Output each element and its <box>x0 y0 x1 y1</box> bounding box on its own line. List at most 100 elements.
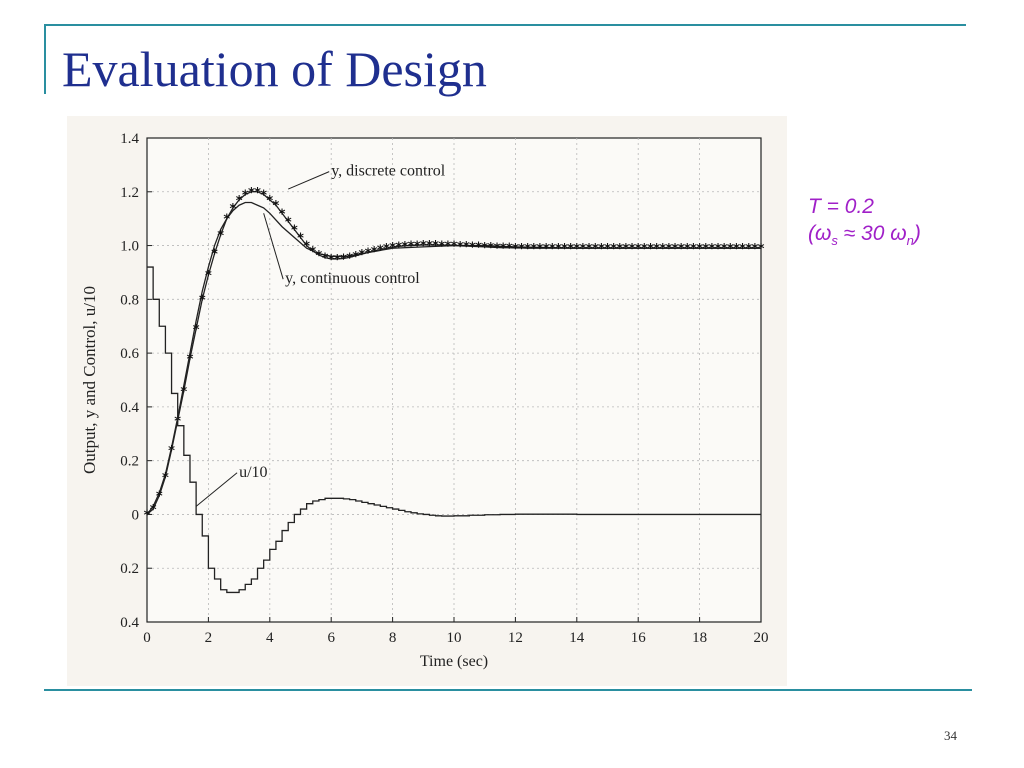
data-marker: * <box>279 207 286 222</box>
data-marker: * <box>254 186 261 201</box>
data-marker: * <box>420 239 427 254</box>
y-tick-label: 0.8 <box>120 292 139 308</box>
data-marker: * <box>758 242 765 257</box>
x-tick-label: 14 <box>569 630 585 646</box>
x-tick-label: 4 <box>266 630 274 646</box>
data-marker: * <box>205 269 212 284</box>
data-marker: * <box>150 503 157 518</box>
data-marker: * <box>377 244 384 259</box>
data-marker: * <box>696 242 703 257</box>
series-line <box>147 266 761 594</box>
data-marker: * <box>365 247 372 262</box>
data-marker: * <box>604 242 611 257</box>
data-marker: * <box>285 215 292 230</box>
y-tick-label: 0.2 <box>120 561 139 577</box>
y-tick-label: 0.2 <box>120 454 139 470</box>
y-tick-label: 1.2 <box>120 185 139 201</box>
data-marker: * <box>316 249 323 264</box>
omega-s-subscript: s <box>831 233 838 249</box>
approx-text: ≈ 30 <box>837 221 891 245</box>
data-marker: * <box>408 240 415 255</box>
data-marker: * <box>395 240 402 255</box>
data-marker: * <box>266 194 273 209</box>
data-marker: * <box>733 242 740 257</box>
data-marker: * <box>248 186 255 201</box>
data-marker: * <box>555 242 562 257</box>
annotation-label: y, continuous control <box>285 270 420 287</box>
data-marker: * <box>481 241 488 256</box>
data-marker: * <box>635 242 642 257</box>
x-tick-label: 0 <box>143 630 151 646</box>
data-marker: * <box>530 242 537 257</box>
data-marker: * <box>623 242 630 257</box>
data-marker: * <box>358 248 365 263</box>
data-marker: * <box>303 240 310 255</box>
x-tick-label: 8 <box>389 630 397 646</box>
data-marker: * <box>236 194 243 209</box>
sampling-ratio-label: (ωs ≈ 30 ωn) <box>808 221 921 249</box>
data-marker: * <box>708 242 715 257</box>
data-marker: * <box>309 245 316 260</box>
data-marker: * <box>457 240 464 255</box>
y-tick-label: 0.4 <box>120 400 139 416</box>
data-marker: * <box>518 242 525 257</box>
data-marker: * <box>751 242 758 257</box>
data-marker: * <box>506 242 513 257</box>
data-marker: * <box>629 242 636 257</box>
data-marker: * <box>739 242 746 257</box>
data-marker: * <box>322 252 329 267</box>
data-marker: * <box>659 242 666 257</box>
data-marker: * <box>162 471 169 486</box>
data-marker: * <box>684 242 691 257</box>
data-marker: * <box>383 242 390 257</box>
annotation-leader <box>263 213 284 280</box>
sampling-note: T = 0.2 (ωs ≈ 30 ωn) <box>808 194 921 250</box>
data-marker: * <box>494 241 501 256</box>
data-marker: * <box>549 242 556 257</box>
series-line <box>146 191 761 515</box>
x-tick-label: 2 <box>205 630 213 646</box>
x-tick-label: 18 <box>692 630 707 646</box>
data-marker: * <box>242 188 249 203</box>
data-marker: * <box>580 242 587 257</box>
sampling-period-label: T = 0.2 <box>808 195 874 218</box>
data-marker: * <box>401 240 408 255</box>
data-marker: * <box>273 199 280 214</box>
data-marker: * <box>586 242 593 257</box>
data-marker: * <box>610 242 617 257</box>
data-marker: * <box>561 242 568 257</box>
annotation-leader <box>195 472 238 507</box>
data-marker: * <box>144 508 151 523</box>
data-marker: * <box>475 241 482 256</box>
data-marker: * <box>414 239 421 254</box>
x-tick-label: 12 <box>508 630 523 646</box>
data-marker: * <box>217 229 224 244</box>
data-marker: * <box>524 242 531 257</box>
data-marker: * <box>573 242 580 257</box>
data-marker: * <box>156 490 163 505</box>
y-tick-label: 1.4 <box>120 131 139 147</box>
data-marker: * <box>297 231 304 246</box>
data-marker: * <box>199 293 206 308</box>
data-marker: * <box>537 242 544 257</box>
data-marker: * <box>469 240 476 255</box>
data-marker: * <box>690 242 697 257</box>
data-marker: * <box>702 242 709 257</box>
data-marker: * <box>432 239 439 254</box>
data-marker: * <box>567 242 574 257</box>
x-tick-label: 10 <box>447 630 462 646</box>
data-marker: * <box>168 444 175 459</box>
page-number: 34 <box>944 728 957 743</box>
x-tick-label: 20 <box>754 630 769 646</box>
data-marker: * <box>727 242 734 257</box>
omega-n-subscript: n <box>906 233 914 249</box>
data-marker: * <box>389 241 396 256</box>
data-marker: * <box>444 240 451 255</box>
data-marker: * <box>180 385 187 400</box>
annotation-label: y, discrete control <box>331 163 446 180</box>
data-marker: * <box>678 242 685 257</box>
data-marker: * <box>463 240 470 255</box>
y-tick-label: 1.0 <box>120 239 139 255</box>
data-marker: * <box>334 253 341 268</box>
data-marker: * <box>721 242 728 257</box>
